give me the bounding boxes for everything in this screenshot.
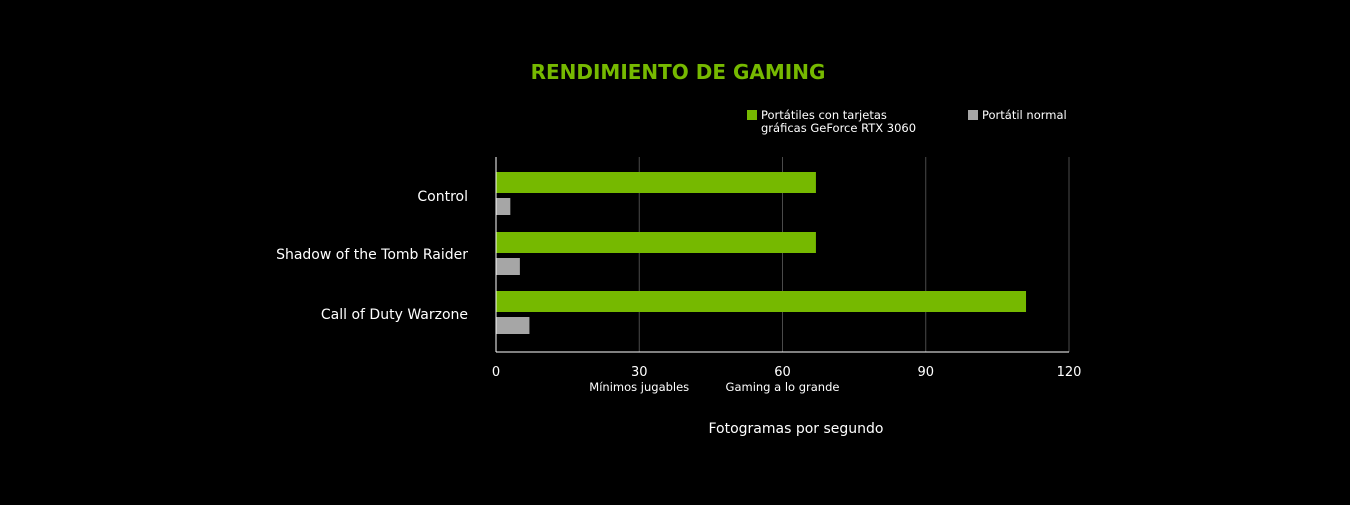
bar-rtx3060-0 bbox=[496, 172, 816, 193]
x-axis-title: Fotogramas por segundo bbox=[708, 421, 883, 437]
x-tick-label-90: 90 bbox=[917, 365, 934, 380]
bar-normal-0 bbox=[496, 198, 511, 215]
bar-rtx3060-1 bbox=[496, 232, 816, 253]
x-tick-label-0: 0 bbox=[492, 365, 500, 380]
bar-rtx3060-2 bbox=[496, 291, 1027, 312]
category-label-2: Call of Duty Warzone bbox=[321, 307, 468, 323]
x-tick-labels: 0 30 60 90 120 Mínimos jugables Gaming a lo gr… bbox=[492, 365, 1082, 394]
legend-label-0-0: Portátiles con tarjetas bbox=[761, 108, 887, 122]
chart-bars bbox=[496, 172, 1027, 334]
x-tick-label-120: 120 bbox=[1057, 365, 1082, 380]
legend-label-1-0: Portátil normal bbox=[982, 108, 1067, 122]
x-tick-label-30: 30 bbox=[631, 365, 648, 380]
tick-note-30: Mínimos jugables bbox=[589, 380, 689, 394]
bar-normal-1 bbox=[496, 258, 520, 275]
legend-label-0-1: gráficas GeForce RTX 3060 bbox=[761, 121, 916, 135]
x-tick-label-60: 60 bbox=[774, 365, 791, 380]
category-label-0: Control bbox=[417, 189, 468, 205]
chart-axes bbox=[495, 157, 1069, 353]
bar-normal-2 bbox=[496, 317, 530, 334]
legend-swatch-1 bbox=[968, 110, 978, 120]
category-labels: Control Shadow of the Tomb Raider Call of … bbox=[276, 189, 468, 323]
chart-title: RENDIMIENTO DE GAMING bbox=[531, 60, 826, 84]
legend-swatch-0 bbox=[747, 110, 757, 120]
tick-note-60: Gaming a lo grande bbox=[726, 380, 840, 394]
category-label-1: Shadow of the Tomb Raider bbox=[276, 247, 468, 263]
